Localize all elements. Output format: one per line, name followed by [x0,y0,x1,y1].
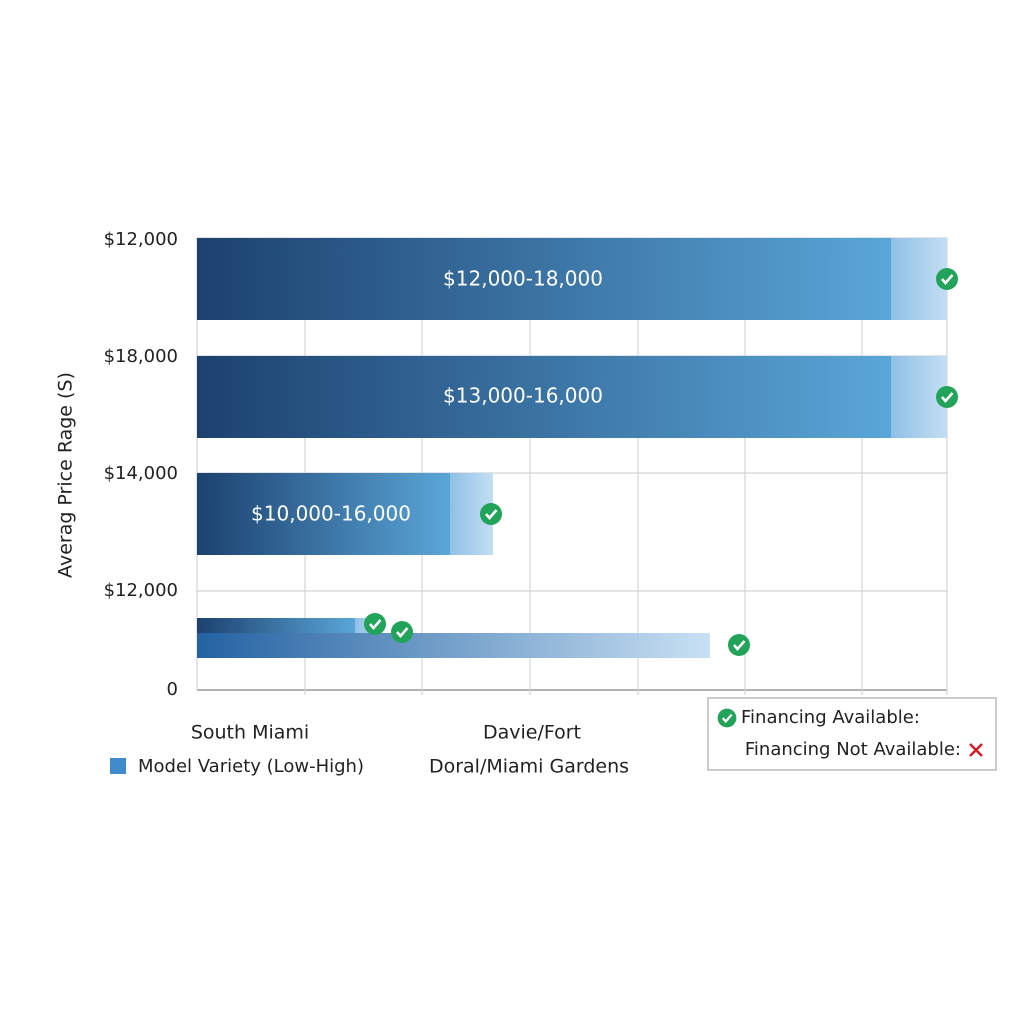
bar [197,473,450,555]
check-icons [362,266,960,658]
y-tick-label: $18,000 [104,346,178,367]
category-label: South Miami [191,722,309,744]
bar [197,633,710,658]
legend-label: Model Variety (Low-High) [138,756,364,777]
legend-label: Financing Available: [741,707,920,728]
legend-swatch [110,758,126,774]
bar-label: $13,000-16,000 [443,384,603,408]
bars [197,238,947,658]
financing-legend: Financing Available: Financing Not Avail… [707,697,997,771]
legend-label: Financing Not Available: [745,739,961,760]
bar-label: $10,000-16,000 [251,502,411,526]
bar [197,238,891,320]
category-label: Davie/Fort [483,722,581,744]
category-label: Doral/Miami Gardens [429,756,629,778]
bar-label: $12,000-18,000 [443,267,603,291]
bar [197,356,891,438]
y-tick-label: $14,000 [104,463,178,484]
y-axis-title: Averag Price Rage (S) [55,372,77,578]
y-tick-label: 0 [167,679,178,700]
y-tick-label: $12,000 [104,229,178,250]
y-tick-label: $12,000 [104,580,178,601]
